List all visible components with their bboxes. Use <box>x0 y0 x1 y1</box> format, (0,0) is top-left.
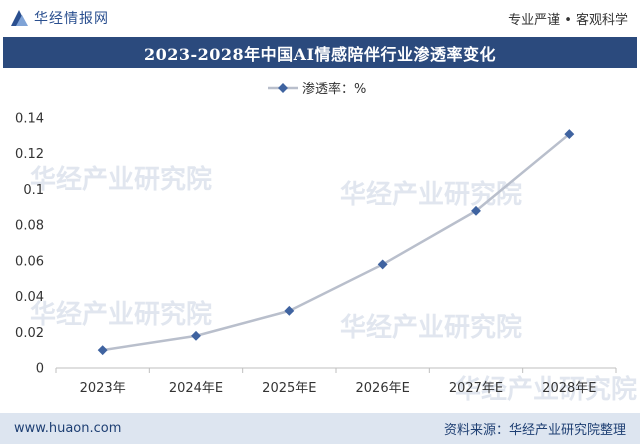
x-tick-label: 2027年E <box>449 381 503 396</box>
slogan: 专业严谨 • 客观科学 <box>508 12 628 28</box>
header: 华经情报网 专业严谨 • 客观科学 <box>0 0 640 36</box>
data-point <box>97 345 108 356</box>
series-line <box>102 133 571 352</box>
watermark-text: 华经产业研究院 <box>30 164 212 195</box>
y-tick-label: 0.14 <box>15 112 44 127</box>
x-tick-label: 2026年E <box>356 381 410 396</box>
title-bar: 2023-2028年中国AI情感陪伴行业渗透率变化 <box>3 37 637 68</box>
brand-name: 华经情报网 <box>34 11 109 27</box>
data-point <box>191 330 201 341</box>
watermark-text: 华经产业研究院 <box>340 179 522 210</box>
x-tick-label: 2024年E <box>169 381 223 396</box>
data-source: 资料来源：华经产业研究院整理 <box>443 423 626 438</box>
y-tick-label: 0 <box>36 362 44 377</box>
footer: www.huaon.com 资料来源：华经产业研究院整理 <box>0 413 640 444</box>
site-url: www.huaon.com <box>14 421 122 436</box>
y-tick-label: 0.08 <box>15 219 44 234</box>
x-tick-label: 2023年 <box>80 381 126 396</box>
data-point <box>471 205 481 216</box>
x-tick-label: 2025年E <box>262 381 316 396</box>
watermark-text: 华经产业研究院 <box>455 374 637 405</box>
axes: 2023年 2024年E 2025年E 2026年E 2027年E 2028年E 0 0.02… <box>15 112 617 396</box>
y-tick-label: 0.02 <box>15 326 44 341</box>
y-tick-label: 0.12 <box>15 147 44 162</box>
data-point <box>564 129 575 140</box>
legend-marker <box>278 83 288 93</box>
watermark-text: 华经产业研究院 <box>30 299 212 330</box>
data-point <box>377 259 388 270</box>
y-tick-label: 0.04 <box>15 290 44 305</box>
legend: 渗透率：% <box>268 81 366 97</box>
data-point <box>284 305 295 316</box>
watermark-text: 华经产业研究院 <box>340 312 522 343</box>
y-tick-label: 0.06 <box>15 254 44 269</box>
chart-title: 2023-2028年中国AI情感陪伴行业渗透率变化 <box>143 44 497 64</box>
brand: 华经情报网 <box>10 8 109 28</box>
logo-icon <box>10 9 28 27</box>
x-tick-label: 2028年E <box>542 381 596 396</box>
legend-label: 渗透率：% <box>302 81 366 97</box>
y-tick-label: 0.1 <box>23 183 44 198</box>
